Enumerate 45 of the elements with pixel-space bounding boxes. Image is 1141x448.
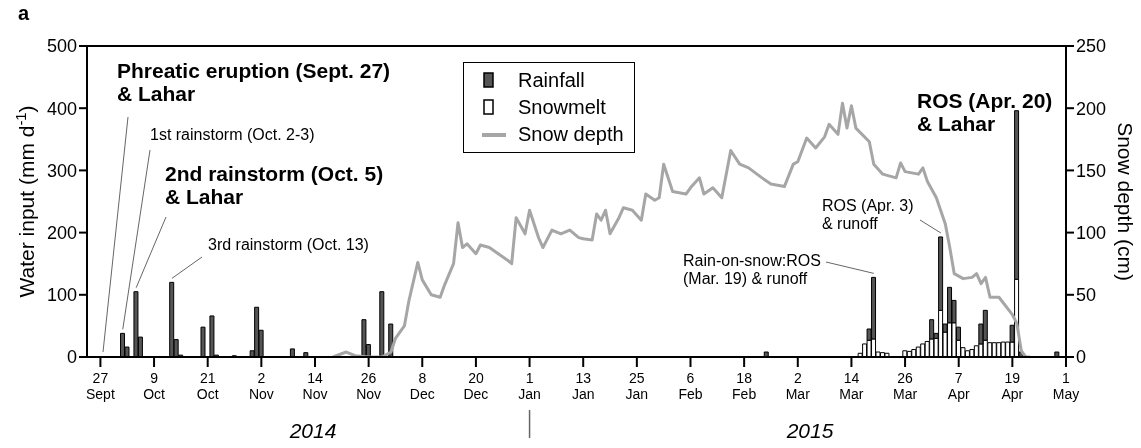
text: 2014: [288, 419, 337, 442]
x-tick-label: 20 Dec: [463, 370, 489, 402]
legend-label: Snow depth: [518, 123, 624, 146]
x-tick-label: 14 Mar: [839, 370, 864, 402]
x-tick-label: 8 Dec: [409, 370, 435, 402]
x-tick-label: 7 Apr: [947, 370, 970, 402]
y-tick-label: 200: [46, 222, 77, 243]
annotation: 3rd rainstorm (Oct. 13): [208, 236, 369, 253]
x-tick-label: 13 Jan: [571, 370, 595, 402]
x-tick-label: 9 Oct: [143, 370, 166, 402]
x-tick-label: 14 Nov: [302, 370, 328, 402]
annotation: 2nd rainstorm (Oct. 5) & Lahar: [165, 162, 384, 209]
annotation: ROS (Apr. 3) & runoff: [822, 197, 914, 232]
chart-title: a: [18, 2, 30, 24]
y-tick-label: 300: [46, 160, 77, 181]
y2-tick-label: 200: [1076, 98, 1107, 119]
text: 2015: [785, 419, 834, 442]
legend-label: Rainfall: [518, 69, 585, 92]
x-tick-label: 2 Nov: [248, 370, 274, 402]
legend-label: Snowmelt: [518, 96, 606, 119]
x-tick-label: 21 Oct: [196, 370, 219, 402]
x-tick-label: 1 Jan: [518, 370, 541, 402]
y-tick-label: 0: [66, 347, 77, 368]
x-tick-label: 19 Apr: [1001, 370, 1024, 402]
annotation: 1st rainstorm (Oct. 2-3): [150, 126, 315, 143]
y-tick-label: 100: [46, 285, 77, 306]
annotation: ROS (Apr. 20) & Lahar: [917, 89, 1053, 136]
y2-axis-title: Snow depth (cm): [1114, 122, 1137, 281]
annotation: Phreatic eruption (Sept. 27) & Lahar: [117, 59, 391, 106]
y2-tick-label: 100: [1076, 222, 1107, 243]
y2-tick-label: 0: [1076, 347, 1087, 368]
x-tick-label: 26 Mar: [893, 370, 918, 402]
annotation: Rain-on-snow:ROS (Mar. 19) & runoff: [683, 252, 821, 287]
x-tick-label: 18 Feb: [732, 370, 757, 402]
y2-tick-label: 50: [1076, 285, 1097, 306]
x-tick-label: 1 May: [1052, 370, 1080, 402]
y2-tick-label: 250: [1076, 36, 1107, 57]
x-tick-label: 6 Feb: [678, 370, 703, 402]
x-tick-label: 26 Nov: [356, 370, 382, 402]
y2-tick-label: 150: [1076, 160, 1107, 181]
y-tick-label: 400: [46, 98, 77, 119]
x-tick-label: 27 Sept: [86, 370, 115, 402]
x-tick-label: 25 Jan: [625, 370, 649, 402]
x-tick-label: 2 Mar: [785, 370, 811, 402]
y-tick-label: 500: [46, 36, 77, 57]
